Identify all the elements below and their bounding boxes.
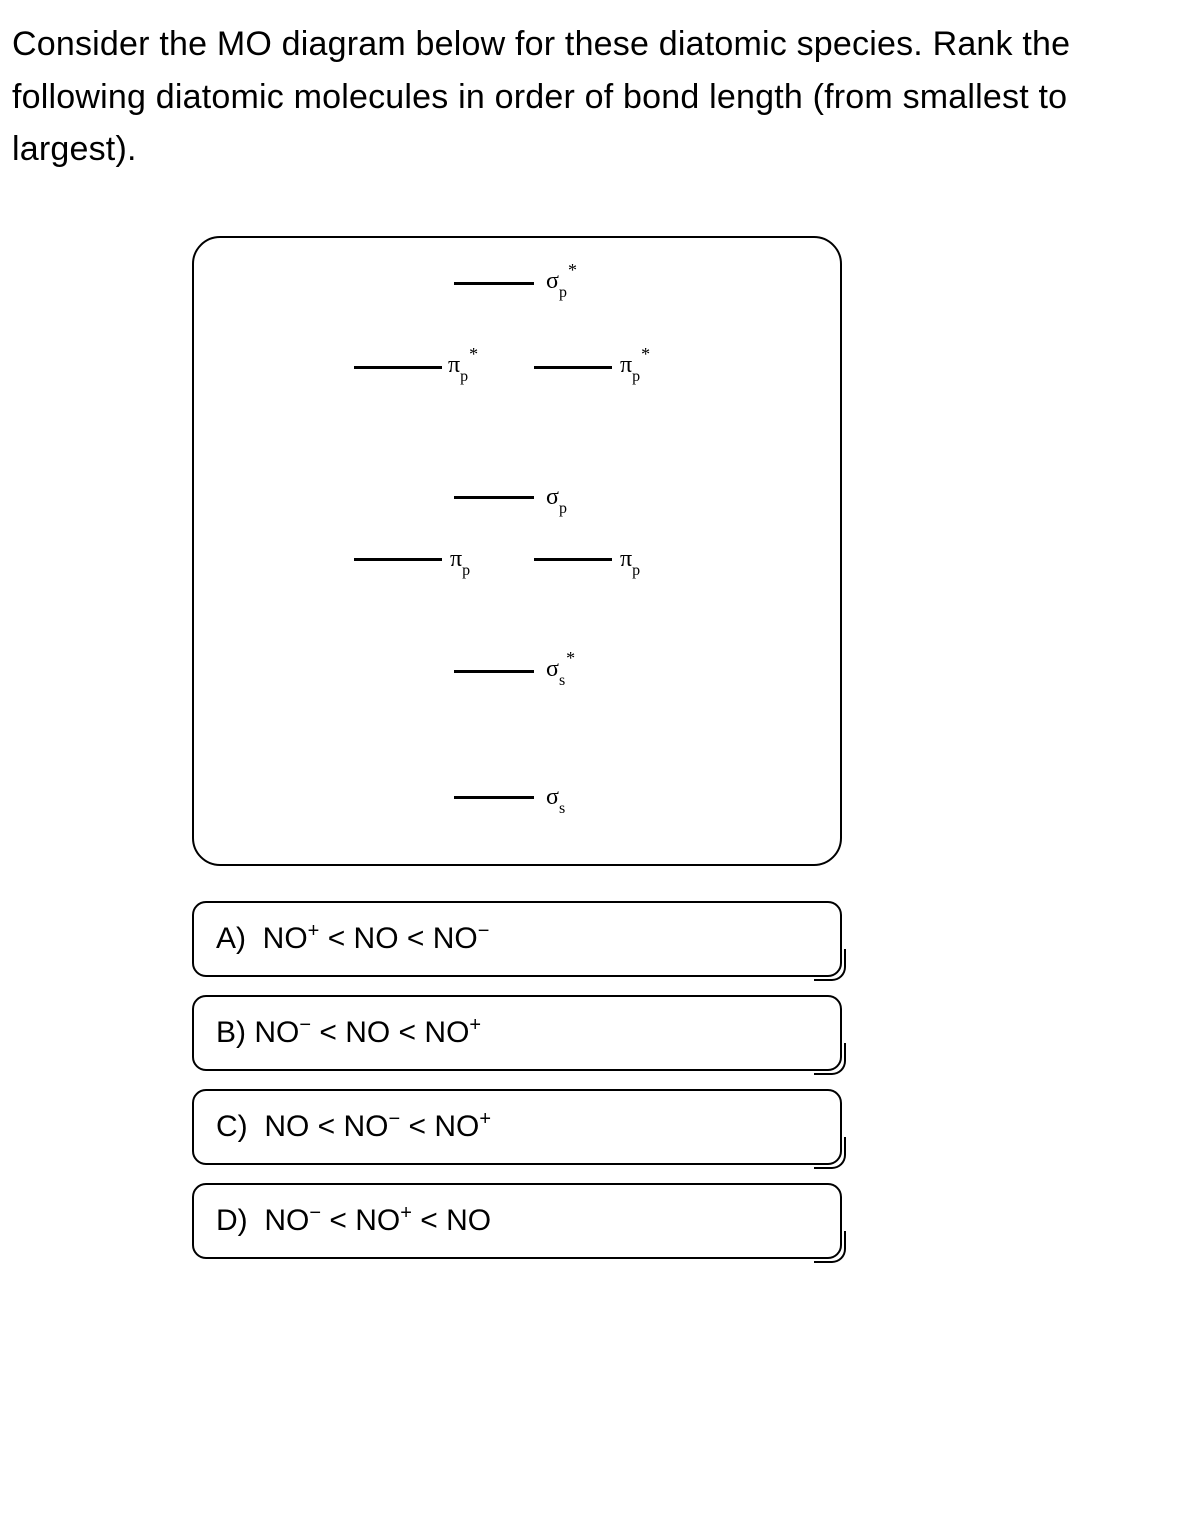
mo-level-pi_p_left [354, 558, 442, 561]
mo-level-pi_p_right [534, 558, 612, 561]
answer-option-b[interactable]: B) NO− < NO < NO+ [192, 995, 842, 1071]
mo-label-sigma_s_star: σs* [546, 656, 574, 687]
mo-level-pi_p_star_right [534, 366, 612, 369]
answer-option-c[interactable]: C) NO < NO− < NO+ [192, 1089, 842, 1165]
mo-level-sigma_s_star [454, 670, 534, 673]
mo-label-pi_p_star_right: πp* [620, 352, 649, 383]
mo-level-sigma_p_star [454, 282, 534, 285]
mo-diagram: σp* πp* πp* σp πp πp σs* σs [192, 236, 842, 866]
mo-label-sigma_s: σs [546, 784, 565, 815]
mo-label-pi_p_left: πp [450, 546, 470, 577]
answer-option-d[interactable]: D) NO− < NO+ < NO [192, 1183, 842, 1259]
mo-label-pi_p_right: πp [620, 546, 640, 577]
answer-option-a[interactable]: A) NO+ < NO < NO− [192, 901, 842, 977]
mo-level-sigma_s [454, 796, 534, 799]
mo-label-pi_p_star_left: πp* [448, 352, 477, 383]
mo-label-sigma_p_star: σp* [546, 268, 576, 299]
mo-label-sigma_p: σp [546, 484, 567, 515]
mo-level-sigma_p [454, 496, 534, 499]
mo-level-pi_p_star_left [354, 366, 442, 369]
question-text: Consider the MO diagram below for these … [12, 18, 1188, 176]
